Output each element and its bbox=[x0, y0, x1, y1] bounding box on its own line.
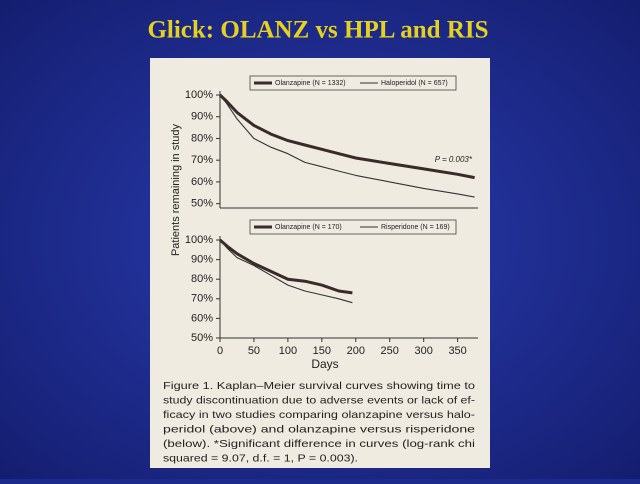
y-tick-label: 70% bbox=[191, 154, 213, 166]
annotation: P = 0.003* bbox=[435, 155, 473, 164]
legend-label: Olanzapine (N = 170) bbox=[275, 224, 342, 231]
survival-curve bbox=[219, 94, 475, 198]
survival-curve bbox=[219, 238, 353, 295]
y-tick-label: 100% bbox=[185, 234, 213, 246]
x-tick-label: 250 bbox=[381, 345, 399, 357]
x-tick-label: 100 bbox=[279, 345, 297, 357]
survival-curve bbox=[219, 239, 353, 304]
x-tick-label: 50 bbox=[248, 345, 260, 357]
y-tick-label: 50% bbox=[191, 332, 213, 344]
survival-curve bbox=[218, 93, 475, 180]
x-axis-label: Days bbox=[311, 357, 338, 371]
y-tick-label: 60% bbox=[191, 312, 213, 324]
legend-box bbox=[249, 75, 457, 91]
y-tick-label: 80% bbox=[191, 273, 213, 285]
caption-line: squared = 9.07, d.f. = 1, P = 0.003). bbox=[163, 452, 358, 464]
y-tick-label: 60% bbox=[191, 176, 213, 188]
y-tick-label: 70% bbox=[191, 293, 213, 305]
caption-line: ficacy in two studies comparing olanzapi… bbox=[163, 409, 476, 421]
caption-line: (below). *Significant difference in curv… bbox=[163, 438, 475, 450]
figure-paper bbox=[150, 58, 490, 468]
x-tick-label: 0 bbox=[217, 345, 223, 357]
legend-label: Olanzapine (N = 1332) bbox=[275, 80, 346, 87]
legend-label: Haloperidol (N = 657) bbox=[381, 80, 448, 87]
x-tick-label: 300 bbox=[415, 345, 433, 357]
x-tick-label: 200 bbox=[347, 345, 365, 357]
legend-box bbox=[249, 219, 457, 235]
caption-line: study discontinuation due to adverse eve… bbox=[163, 394, 476, 406]
x-tick-label: 350 bbox=[448, 345, 466, 357]
caption-line: peridol (above) and olanzapine versus ri… bbox=[163, 423, 475, 435]
legend-label: Risperidone (N = 169) bbox=[381, 224, 450, 231]
x-tick-label: 150 bbox=[313, 345, 331, 357]
y-tick-label: 100% bbox=[185, 89, 213, 101]
slide-title: Glick: OLANZ vs HPL and RIS bbox=[147, 17, 488, 44]
caption-line: Figure 1. Kaplan–Meier survival curves s… bbox=[163, 380, 475, 392]
y-tick-label: 50% bbox=[191, 198, 213, 210]
y-tick-label: 90% bbox=[191, 254, 213, 266]
y-axis-label: Patients remaining in study bbox=[170, 123, 182, 256]
y-tick-label: 90% bbox=[191, 111, 213, 123]
y-tick-label: 80% bbox=[191, 132, 213, 144]
